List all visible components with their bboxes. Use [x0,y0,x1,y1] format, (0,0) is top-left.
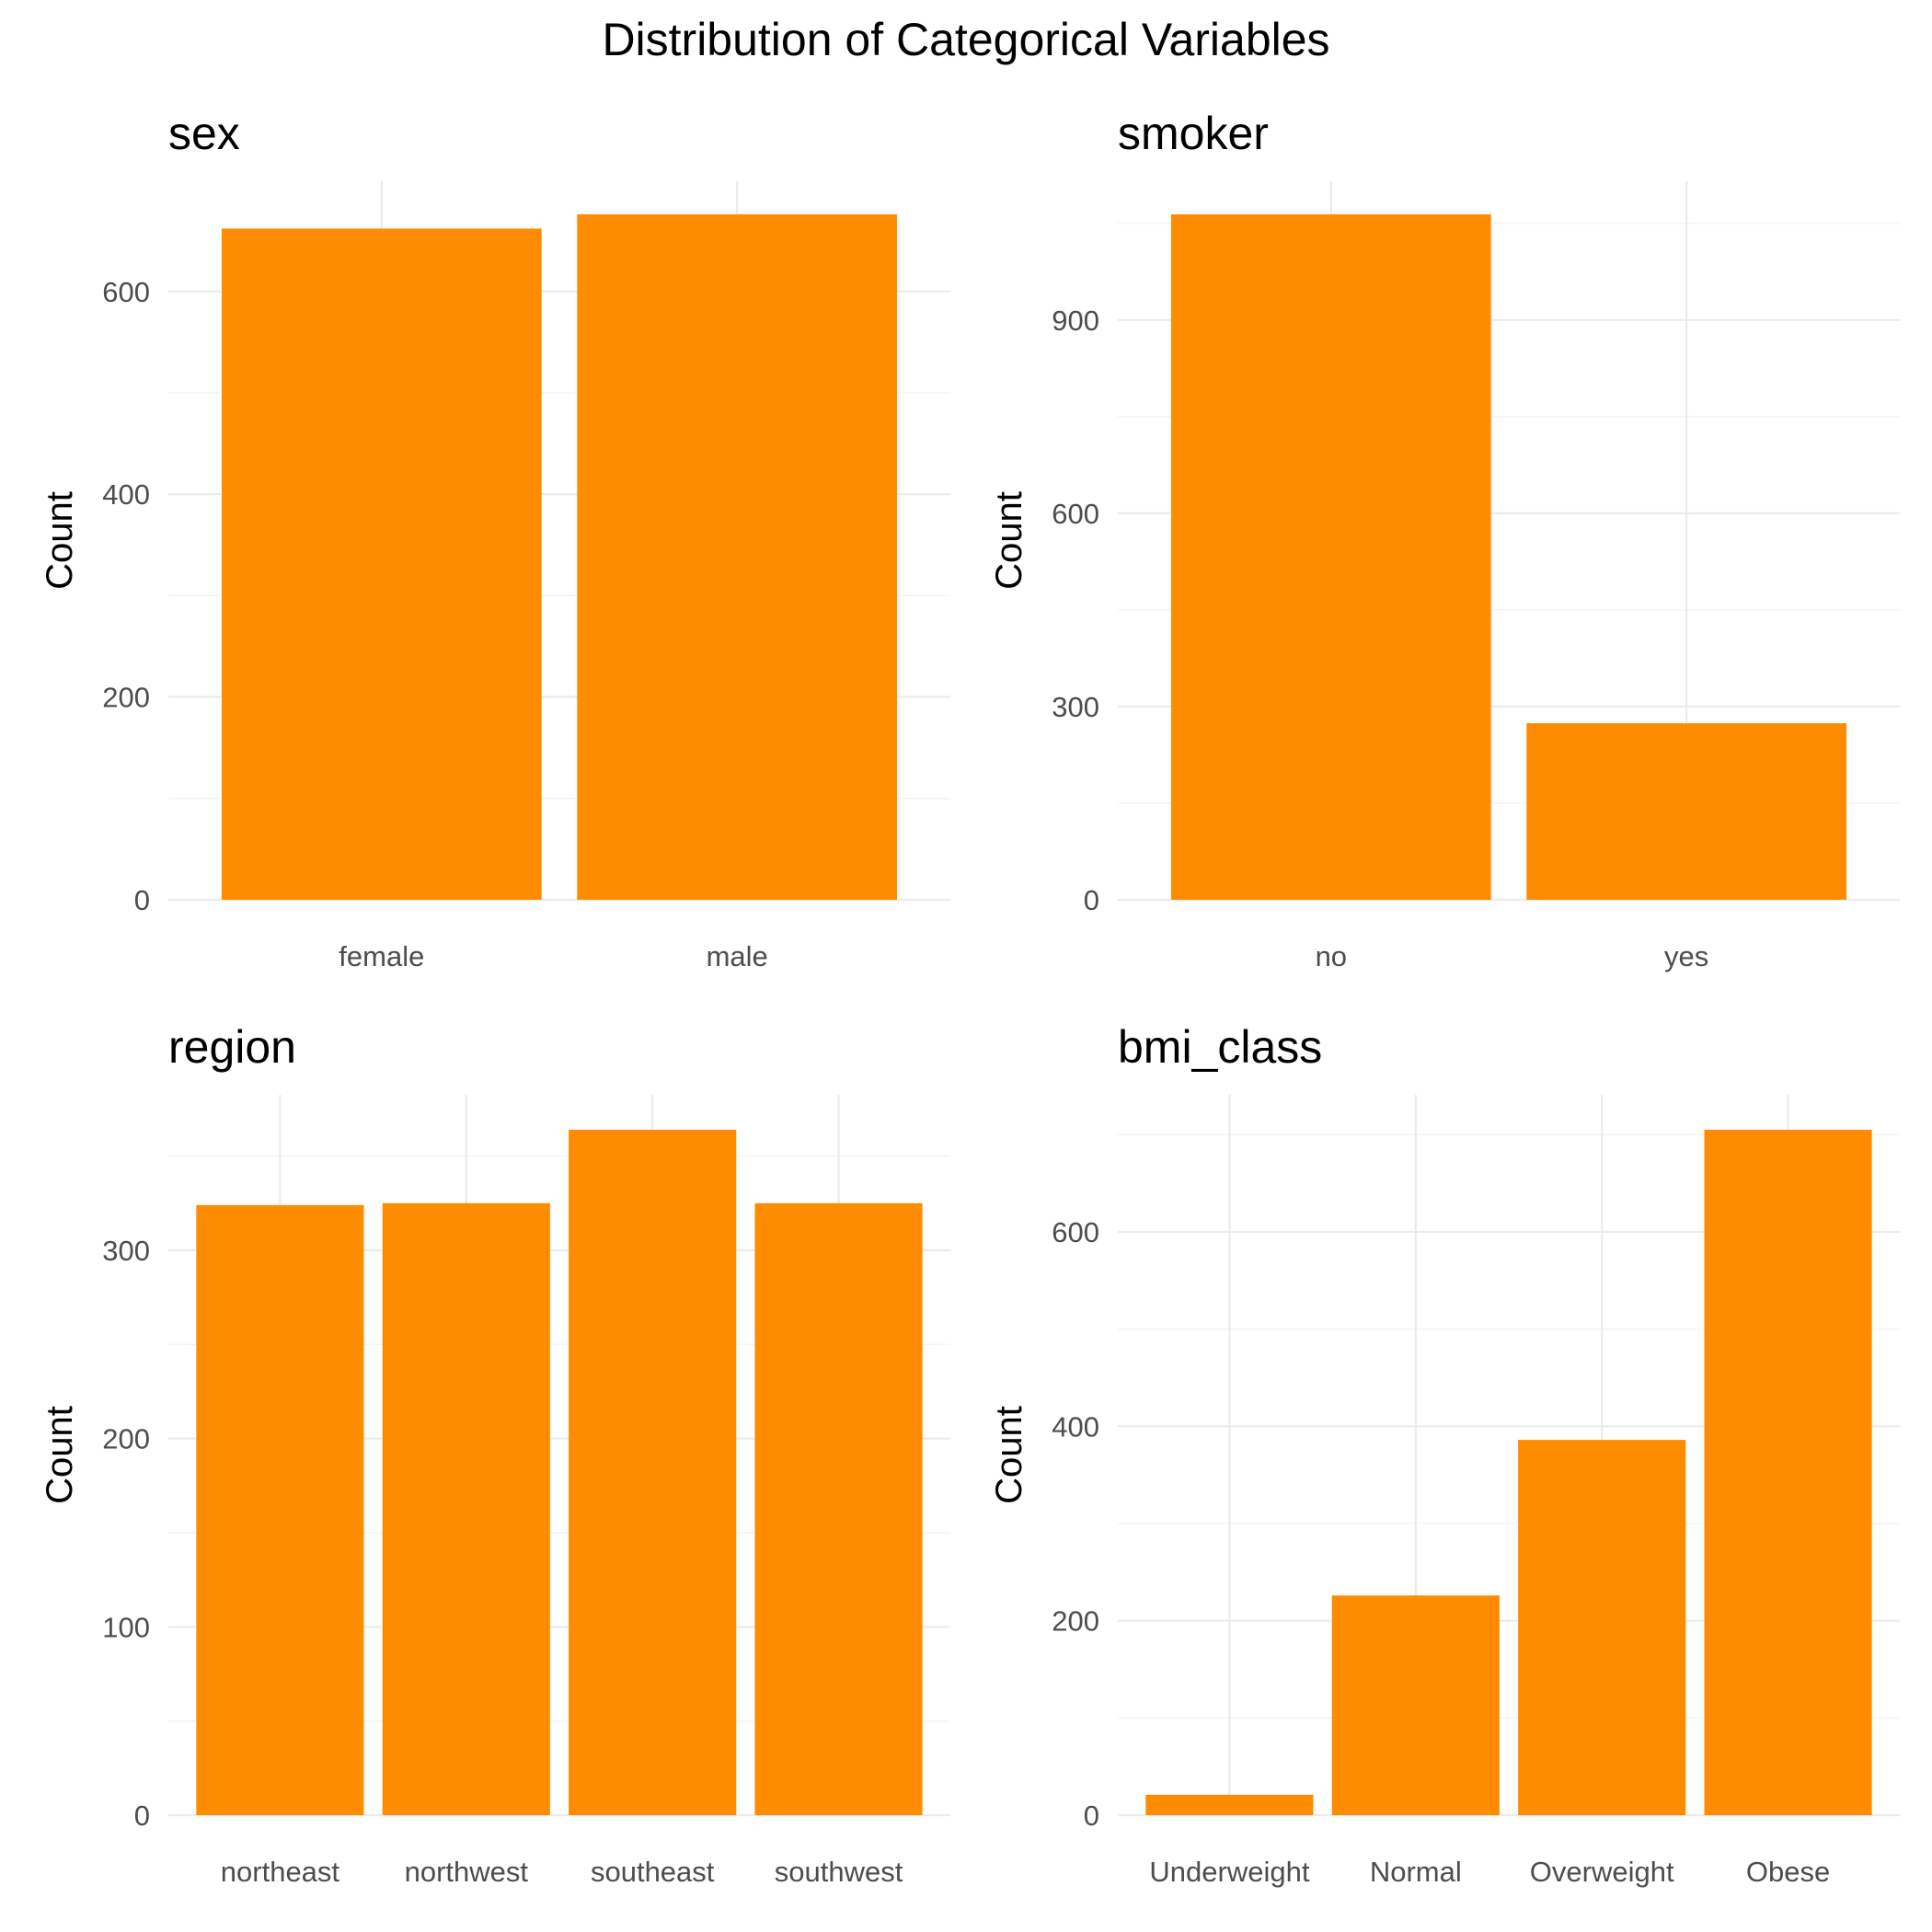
panel-title: region [168,1021,296,1073]
bar-overweight [1518,1440,1686,1815]
y-tick-label: 200 [102,682,150,714]
y-tick-label: 200 [102,1423,150,1455]
y-axis-title: Count [40,1406,80,1504]
panel-bmi-class: 0 200 400 600 Underweight Normal Overweight Obe… [989,1021,1900,1888]
x-tick-label: male [707,940,768,972]
x-tick-label: Obese [1746,1856,1830,1888]
panel-title: sex [168,108,240,159]
x-tick-label: Overweight [1530,1856,1674,1888]
bar-female [221,228,542,900]
y-tick-label: 0 [134,1800,150,1832]
y-axis-title: Count [40,491,80,590]
y-tick-label: 300 [102,1235,150,1267]
y-tick-label: 0 [1084,884,1099,916]
x-tick-label: northwest [405,1856,529,1888]
panel-region: 0 100 200 300 northeast northwest southeast sou… [40,1021,950,1888]
x-tick-label: northeast [221,1856,340,1888]
y-tick-label: 400 [1052,1410,1099,1443]
y-tick-label: 600 [102,276,150,308]
bar-yes [1526,723,1847,900]
bar-normal [1331,1595,1500,1815]
bar-no [1170,214,1491,900]
y-tick-label: 0 [134,884,150,916]
y-tick-label: 900 [1052,305,1099,337]
bar-southwest [754,1202,923,1815]
y-tick-label: 400 [102,478,150,511]
y-tick-label: 200 [1052,1605,1099,1638]
y-tick-label: 300 [1052,691,1099,723]
y-tick-label: 0 [1084,1800,1099,1832]
bar-underweight [1145,1794,1314,1815]
y-axis-title: Count [989,491,1029,590]
bar-northwest [382,1202,550,1815]
x-tick-label: southeast [591,1856,715,1888]
y-tick-label: 100 [102,1611,150,1643]
figure-title: Distribution of Categorical Variables [602,14,1329,65]
panel-smoker: 0 300 600 900 no yes Count smoker [989,108,1900,972]
y-tick-label: 600 [1052,498,1099,530]
panel-title: bmi_class [1118,1021,1322,1073]
x-tick-label: southwest [775,1856,903,1888]
y-tick-label: 600 [1052,1216,1099,1248]
x-tick-label: yes [1664,940,1708,972]
x-tick-label: female [339,940,424,972]
y-axis-title: Count [989,1406,1029,1504]
panel-title: smoker [1118,108,1269,159]
bar-northeast [196,1204,364,1815]
x-tick-label: no [1316,940,1347,972]
bar-southeast [569,1130,737,1815]
x-tick-label: Normal [1370,1856,1462,1888]
bar-male [577,214,898,900]
bar-obese [1704,1130,1872,1815]
panel-sex: 0 200 400 600 female male Count sex [40,108,950,972]
panels: 0 200 400 600 female male Count sex 0 300 600 900 no… [40,108,1900,1888]
x-tick-label: Underweight [1149,1856,1309,1888]
